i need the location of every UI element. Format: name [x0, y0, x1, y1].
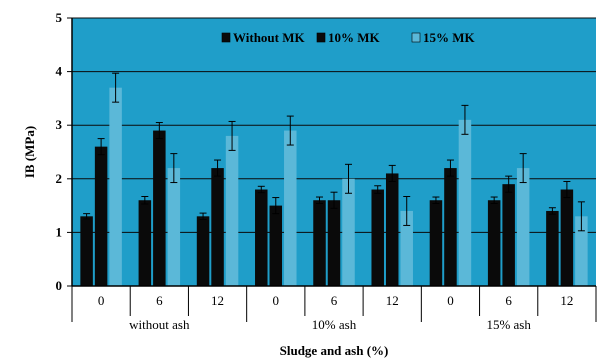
bar: [138, 200, 152, 286]
legend: Without MK 10% MK 15% MK: [221, 30, 476, 45]
bar: [109, 87, 122, 287]
x-tick-label: 12: [211, 293, 224, 308]
x-tick-label: 0: [98, 293, 105, 308]
x-tick-label: 6: [156, 293, 163, 308]
bar: [284, 130, 297, 286]
bar: [255, 189, 268, 286]
x-tick-label: 12: [560, 293, 573, 308]
x-tick-label: 6: [331, 293, 338, 308]
legend-swatch: [316, 32, 326, 43]
bar: [313, 200, 326, 286]
bars: [80, 72, 588, 287]
bar: [196, 216, 210, 286]
x-tick-label: 0: [273, 293, 280, 308]
bar: [94, 146, 108, 286]
bar: [80, 216, 93, 286]
bar: [225, 135, 239, 286]
y-tick-label: 1: [56, 224, 63, 239]
bar: [211, 168, 224, 286]
group-label: 15% ash: [486, 317, 531, 332]
bar: [153, 130, 166, 286]
y-tick-label: 0: [56, 278, 63, 293]
bar: [458, 119, 472, 286]
bar: [487, 200, 501, 286]
x-axis-label: Sludge and ash (%): [280, 343, 389, 358]
x-tick-label: 0: [447, 293, 454, 308]
group-label: 10% ash: [312, 317, 357, 332]
bar: [546, 210, 559, 286]
bar: [429, 200, 443, 286]
bar: [400, 210, 413, 286]
bar: [516, 168, 530, 286]
bar: [371, 189, 384, 286]
bar: [327, 200, 341, 286]
bar: [502, 184, 515, 286]
legend-entry: 15% MK: [423, 30, 476, 45]
y-tick-label: 4: [56, 64, 63, 79]
legend-entry: Without MK: [233, 30, 306, 45]
y-axis-label: IB (MPa): [22, 126, 37, 178]
legend-swatch: [221, 32, 231, 43]
bar: [167, 168, 181, 286]
legend-entry: 10% MK: [328, 30, 381, 45]
y-tick-label: 5: [56, 10, 63, 25]
x-tick-label: 12: [386, 293, 399, 308]
x-tick-label: 6: [505, 293, 512, 308]
bar: [560, 189, 574, 286]
bar: [444, 168, 457, 286]
legend-swatch: [411, 32, 421, 43]
bar: [269, 205, 283, 286]
bar: [342, 178, 355, 286]
group-label: without ash: [129, 317, 190, 332]
bar: [575, 216, 588, 286]
y-tick-label: 2: [56, 171, 63, 186]
bar: [385, 173, 399, 286]
y-tick-label: 3: [56, 117, 63, 132]
